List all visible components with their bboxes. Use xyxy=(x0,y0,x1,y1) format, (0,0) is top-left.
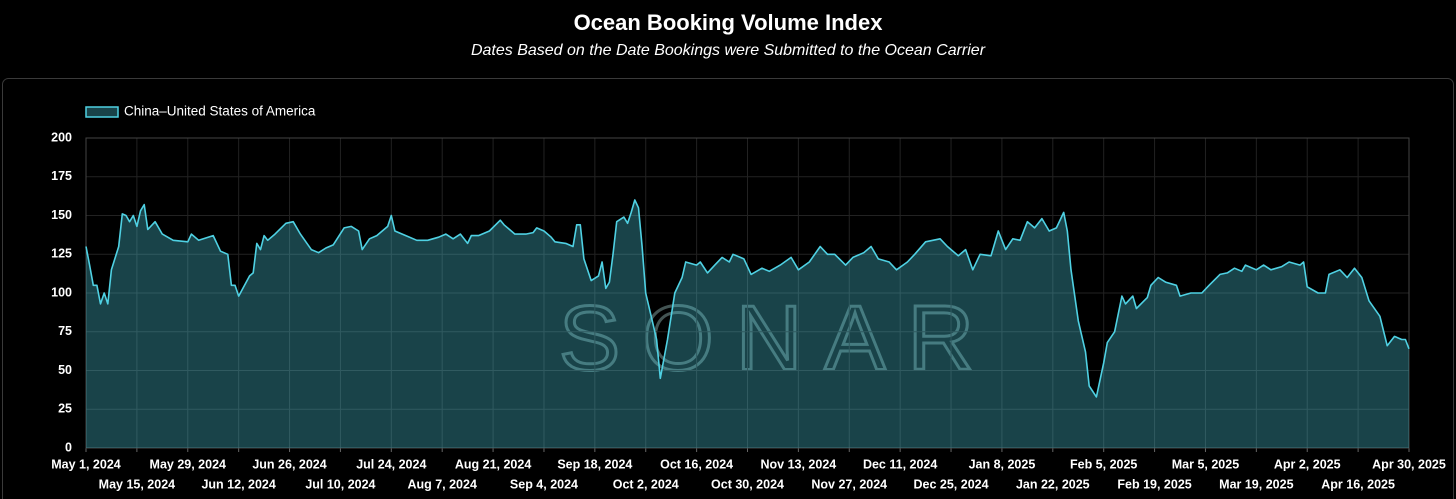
x-tick-label: Jan 8, 2025 xyxy=(969,457,1036,471)
x-tick-label: Jan 22, 2025 xyxy=(1016,477,1090,491)
x-tick-label: Mar 5, 2025 xyxy=(1172,457,1239,471)
x-tick-label: May 29, 2024 xyxy=(150,457,226,471)
x-tick-label: Jun 26, 2024 xyxy=(252,457,326,471)
plot-frame xyxy=(85,137,1410,449)
legend-swatch xyxy=(85,106,119,118)
x-tick-label: Sep 18, 2024 xyxy=(557,457,632,471)
x-tick-label: Apr 30, 2025 xyxy=(1372,457,1446,471)
x-tick-label: Nov 13, 2024 xyxy=(761,457,837,471)
x-tick-label: Feb 19, 2025 xyxy=(1117,477,1191,491)
chart-subtitle: Dates Based on the Date Bookings were Su… xyxy=(471,42,986,59)
x-tick-label: Nov 27, 2024 xyxy=(811,477,887,491)
x-tick-label: Oct 2, 2024 xyxy=(613,477,679,491)
area xyxy=(86,200,1409,448)
x-tick-label: Dec 25, 2024 xyxy=(914,477,989,491)
x-tick-label: Oct 30, 2024 xyxy=(711,477,784,491)
x-tick-label: May 15, 2024 xyxy=(99,477,175,491)
panel xyxy=(2,78,1454,499)
x-tick-label: Jul 10, 2024 xyxy=(305,477,375,491)
legend-label: China–United States of America xyxy=(124,104,316,119)
x-tick-label: Mar 19, 2025 xyxy=(1219,477,1293,491)
y-tick-label: 100 xyxy=(51,285,72,299)
y-tick-label: 75 xyxy=(58,324,72,338)
x-tick-label: Sep 4, 2024 xyxy=(510,477,578,491)
x-tick-label: Jul 24, 2024 xyxy=(356,457,426,471)
x-tick-label: Oct 16, 2024 xyxy=(660,457,733,471)
x-tick-label: Aug 21, 2024 xyxy=(455,457,531,471)
y-tick-label: 125 xyxy=(51,247,72,261)
y-tick-label: 175 xyxy=(51,169,72,183)
chart-title: Ocean Booking Volume Index xyxy=(574,10,884,35)
x-tick-label: Feb 5, 2025 xyxy=(1070,457,1137,471)
x-tick-label: Dec 11, 2024 xyxy=(863,457,937,471)
line xyxy=(85,199,1410,398)
y-tick-label: 50 xyxy=(58,363,72,377)
y-tick-label: 25 xyxy=(58,402,72,416)
x-tick-label: Apr 2, 2025 xyxy=(1274,457,1341,471)
x-tick-label: Aug 7, 2024 xyxy=(407,477,477,491)
x-tick-label: Jun 12, 2024 xyxy=(201,477,275,491)
x-tick-label: May 1, 2024 xyxy=(51,457,121,471)
y-tick-label: 200 xyxy=(51,130,72,144)
watermark: SONAR xyxy=(559,287,996,389)
x-tick-label: Apr 16, 2025 xyxy=(1321,477,1395,491)
y-tick-label: 150 xyxy=(51,208,72,222)
y-tick-label: 0 xyxy=(65,440,72,454)
